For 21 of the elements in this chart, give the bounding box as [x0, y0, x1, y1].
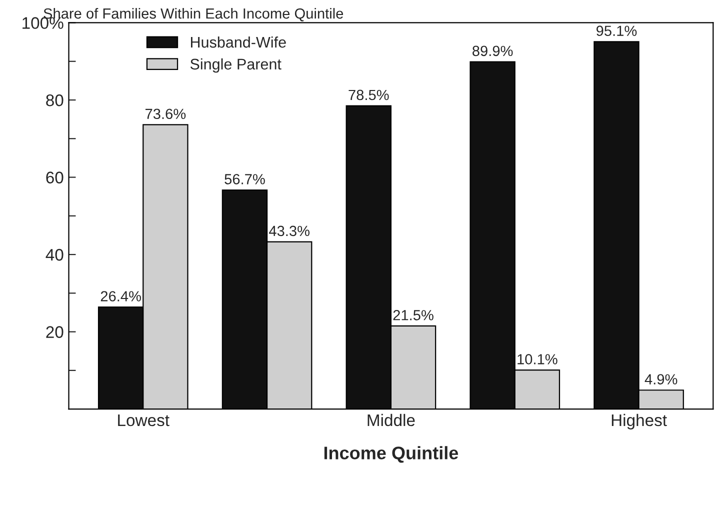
y-tick-label: 40 [46, 248, 64, 261]
data-label: 4.9% [644, 374, 678, 384]
legend-label: Husband-Wife [190, 36, 286, 48]
data-label: 26.4% [100, 291, 141, 302]
y-tick-label: 100% [22, 17, 64, 29]
x-tick-label: Lowest [118, 414, 170, 426]
y-tick-label: 80 [46, 94, 64, 106]
data-label: 10.1% [518, 354, 558, 364]
data-label: 89.9% [472, 46, 513, 56]
data-label: 95.1% [596, 26, 637, 36]
x-tick-label: Highest [612, 414, 667, 430]
data-label: 73.6% [146, 108, 186, 120]
y-tick-label: 60 [46, 172, 64, 184]
x-axis-title: Income Quintile [324, 446, 458, 463]
data-label: 78.5% [348, 90, 389, 100]
data-label: 56.7% [224, 174, 265, 184]
x-tick-label: Middle [368, 414, 415, 426]
legend-label: Single Parent [190, 58, 282, 73]
data-label: 43.3% [269, 226, 310, 236]
data-label: 21.5% [393, 310, 434, 320]
y-tick-label: 20 [46, 326, 64, 338]
